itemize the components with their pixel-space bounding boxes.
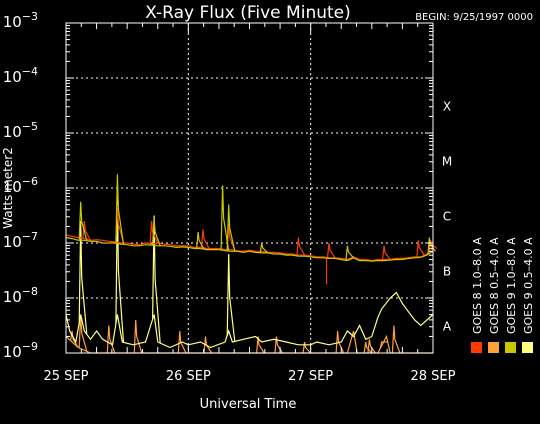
series-spike	[133, 319, 143, 354]
flare-class-labels: X M C B A	[442, 100, 452, 334]
series-spike	[78, 220, 88, 335]
y-tick-label: 10−5	[3, 120, 38, 141]
flare-class-label: A	[443, 320, 452, 334]
series-spike	[78, 314, 88, 352]
legend-label: GOES 9 0.5–4.0 A	[522, 237, 535, 334]
series-spike	[152, 218, 161, 247]
series-spike	[226, 204, 236, 252]
series-spike	[196, 231, 205, 250]
legend-swatch	[522, 342, 533, 353]
legend: GOES 8 1.0–8.0 A GOES 8 0.5–4.0 A GOES 9 1…	[471, 237, 535, 353]
legend-swatch	[505, 342, 516, 353]
y-tick-label: 10−7	[3, 230, 38, 251]
series-spike	[115, 174, 125, 245]
series-spike	[391, 325, 401, 354]
y-tick-label: 10−6	[3, 175, 38, 196]
series-spike	[200, 229, 210, 249]
flare-class-label: C	[443, 210, 451, 224]
y-tick-labels: 10−3 10−4 10−5 10−6 10−7 10−8 10−9	[3, 10, 38, 361]
chart-title: X-Ray Flux (Five Minute)	[145, 3, 351, 23]
x-tick-label: 27 SEP	[288, 369, 333, 384]
series-line	[65, 291, 434, 349]
legend-swatch	[471, 342, 482, 353]
series-spike	[296, 237, 306, 256]
series-spike	[226, 253, 236, 342]
series-spike	[345, 245, 354, 261]
series-spike	[106, 325, 116, 354]
series-spike	[177, 330, 187, 354]
x-axis-label: Universal Time	[200, 397, 297, 412]
x-tick-label: 28 SEP	[411, 369, 456, 384]
series-spike	[220, 185, 230, 252]
series-spike	[428, 240, 438, 253]
flare-class-label: X	[443, 100, 451, 114]
y-tick-label: 10−9	[3, 340, 38, 361]
series-spike	[259, 242, 269, 254]
x-tick-labels: 25 SEP 26 SEP 27 SEP 28 SEP	[44, 369, 456, 384]
x-tick-label: 25 SEP	[44, 369, 89, 384]
series-spike	[115, 198, 125, 343]
y-tick-label: 10−3	[3, 10, 38, 31]
series-spike	[152, 215, 161, 344]
legend-label: GOES 8 1.0–8.0 A	[471, 237, 484, 334]
series-line	[65, 236, 434, 262]
y-tick-label: 10−8	[3, 285, 38, 306]
series-spike	[382, 245, 391, 260]
series-spike	[149, 220, 159, 244]
flare-class-label: B	[443, 265, 451, 279]
legend-label: GOES 9 1.0–8.0 A	[505, 237, 518, 334]
y-axis-label: Watts meter2	[1, 147, 15, 229]
series-spike	[367, 339, 376, 354]
series-spike	[326, 242, 336, 259]
series-spike	[416, 240, 425, 257]
begin-date-label: BEGIN: 9/25/1997 0000	[415, 12, 533, 23]
axis-ticks	[65, 22, 434, 354]
series-spike	[363, 341, 373, 354]
flare-class-label: M	[442, 155, 452, 169]
legend-swatch	[488, 342, 499, 353]
x-tick-label: 26 SEP	[166, 369, 211, 384]
series-spike	[379, 341, 388, 349]
y-tick-label: 10−4	[3, 65, 38, 86]
legend-label: GOES 8 0.5–4.0 A	[488, 237, 501, 334]
series-spike	[256, 336, 265, 354]
series-spike	[78, 201, 88, 241]
grid-lines	[66, 23, 433, 353]
